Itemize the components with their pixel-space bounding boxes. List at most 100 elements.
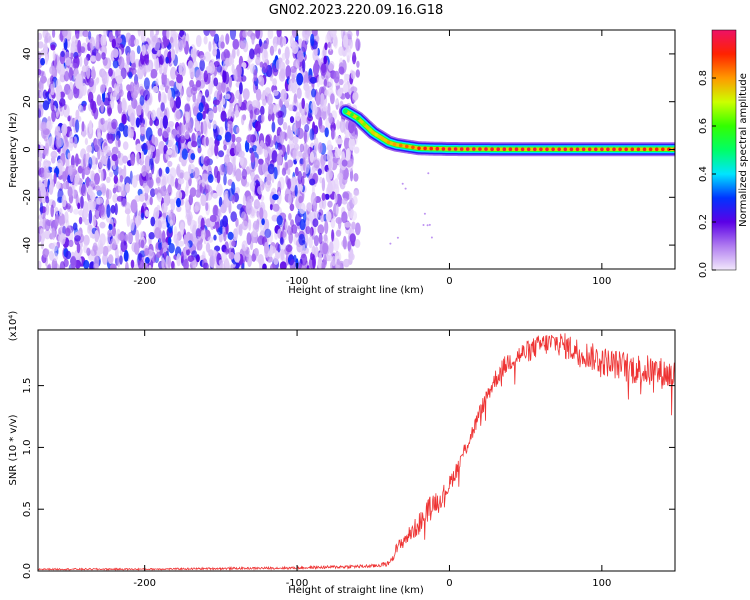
heatmap-cell xyxy=(249,119,253,131)
heatmap-cell xyxy=(122,141,129,151)
heatmap-cell xyxy=(226,120,234,129)
heatmap-cell xyxy=(151,134,156,144)
heatmap-cell xyxy=(198,93,202,101)
heatmap-layer xyxy=(38,30,675,269)
heatmap-cell xyxy=(175,110,183,120)
heatmap-cell xyxy=(70,155,75,169)
heatmap-cell xyxy=(199,54,206,61)
heatmap-cell xyxy=(284,46,290,60)
heatmap-cell xyxy=(59,107,64,117)
heatmap-cell xyxy=(92,242,98,252)
heatmap-cell xyxy=(213,33,220,44)
heatmap-cell xyxy=(255,30,261,39)
heatmap-cell xyxy=(97,132,102,140)
heatmap-cell xyxy=(327,41,331,49)
heatmap-cell xyxy=(318,209,324,216)
heatmap-cell xyxy=(287,83,294,92)
heatmap-cell xyxy=(155,148,160,158)
heatmap-cell xyxy=(324,89,329,96)
heatmap-cell xyxy=(165,56,169,64)
heatmap-cell xyxy=(85,176,90,189)
heatmap-cell xyxy=(87,199,94,213)
heatmap-cell xyxy=(92,216,97,227)
heatmap-cell xyxy=(323,153,327,163)
heatmap-cell xyxy=(222,69,227,83)
heatmap-cell xyxy=(389,242,392,245)
heatmap-cell xyxy=(139,95,145,106)
heatmap-cell xyxy=(126,52,131,66)
heatmap-cell xyxy=(323,254,327,268)
y-tick-label: 40 xyxy=(22,48,33,61)
ridge-point xyxy=(484,147,488,151)
heatmap-cell xyxy=(213,61,220,68)
heatmap-cell xyxy=(77,39,82,54)
heatmap-cell xyxy=(328,48,334,55)
heatmap-cell xyxy=(157,220,162,230)
heatmap-cell xyxy=(98,159,103,169)
heatmap-cell xyxy=(205,242,211,253)
heatmap-cell xyxy=(232,38,240,50)
heatmap-cell xyxy=(148,264,152,269)
heatmap-cell xyxy=(116,37,123,44)
heatmap-cell xyxy=(83,208,89,219)
heatmap-cell xyxy=(127,38,131,46)
heatmap-cell xyxy=(305,102,310,113)
heatmap-cell xyxy=(74,235,81,242)
ridge-point xyxy=(600,147,604,152)
heatmap-cell xyxy=(312,218,319,228)
ridge-point xyxy=(612,147,616,152)
heatmap-cell xyxy=(348,137,356,151)
heatmap-cell xyxy=(38,148,43,163)
heatmap-cell xyxy=(90,98,95,111)
heatmap-cell xyxy=(309,128,315,141)
heatmap-cell xyxy=(323,234,328,242)
heatmap-cell xyxy=(98,203,105,216)
heatmap-cell xyxy=(318,142,323,154)
heatmap-cell xyxy=(346,30,353,39)
heatmap-cell xyxy=(309,151,315,163)
heatmap-cell xyxy=(169,134,175,146)
heatmap-cell xyxy=(227,231,234,240)
heatmap-cell xyxy=(275,59,281,71)
heatmap-cell xyxy=(108,171,114,178)
top-y-axis-label: Frequency (Hz) xyxy=(8,112,19,188)
heatmap-cell xyxy=(336,119,340,130)
heatmap-cell xyxy=(335,229,342,237)
heatmap-cell xyxy=(160,102,165,112)
heatmap-cell xyxy=(40,121,47,131)
heatmap-cell xyxy=(148,232,155,240)
heatmap-cell xyxy=(234,252,241,263)
heatmap-cell xyxy=(106,234,110,245)
ridge-point xyxy=(344,109,348,114)
colorbar-tick-label: 0.6 xyxy=(698,118,709,134)
heatmap-cell xyxy=(89,36,96,51)
heatmap-cell xyxy=(352,195,358,206)
heatmap-cell xyxy=(220,41,225,49)
ridge-point xyxy=(368,128,373,132)
heatmap-cell xyxy=(353,146,360,154)
heatmap-cell xyxy=(348,158,354,167)
heatmap-cell xyxy=(100,117,105,125)
heatmap-cell xyxy=(312,254,316,269)
heatmap-cell xyxy=(68,138,74,152)
heatmap-cell xyxy=(135,143,142,152)
heatmap-cell xyxy=(234,109,240,118)
heatmap-cell xyxy=(187,60,194,71)
heatmap-cell xyxy=(329,78,334,91)
heatmap-cell xyxy=(39,70,44,77)
heatmap-cell xyxy=(83,259,90,269)
heatmap-cell xyxy=(298,233,306,246)
heatmap-cell xyxy=(264,218,270,231)
heatmap-cell xyxy=(161,230,166,244)
heatmap-cell xyxy=(248,219,252,231)
heatmap-cell xyxy=(308,236,313,249)
heatmap-cell xyxy=(257,185,263,195)
heatmap-cell xyxy=(160,91,167,105)
heatmap-cell xyxy=(212,204,219,218)
y-tick-label: 0 xyxy=(22,146,33,152)
heatmap-cell xyxy=(141,164,147,177)
heatmap-cell xyxy=(40,57,46,66)
heatmap-cell xyxy=(39,228,44,237)
ridge-point xyxy=(508,147,513,151)
heatmap-cell xyxy=(253,69,258,82)
